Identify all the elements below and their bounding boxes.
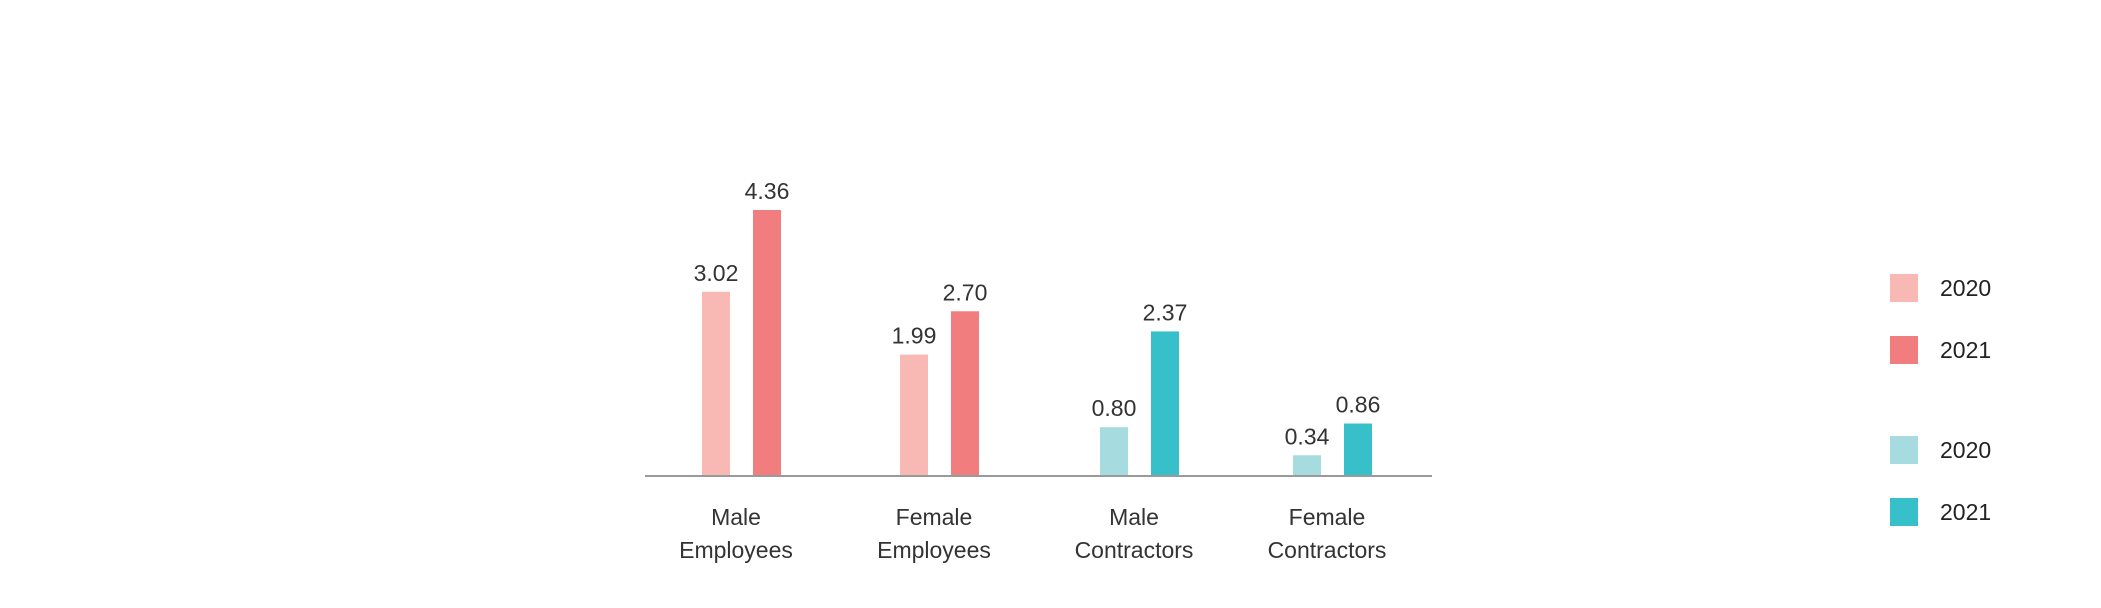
x-tick-label-female-employees: Female [896,504,973,530]
legend-swatch [1890,336,1918,364]
data-label-female-employees-2021: 2.70 [943,279,988,305]
legend-item-2021-employees: 2021 [1890,336,1991,364]
legend-label: 2021 [1940,498,1992,525]
bar-male-employees-2021 [753,210,781,476]
legend-swatch [1890,498,1918,526]
bar-female-contractors-2020 [1293,455,1321,476]
bar-male-employees-2020 [702,291,730,476]
x-tick-label-male-employees: Male [711,504,761,530]
bar-male-contractors-2021 [1151,331,1179,476]
bar-female-contractors-2021 [1344,423,1372,476]
legend: 2020 2021 2020 2021 [1890,0,2090,608]
x-tick-label-female-contractors: Female [1289,504,1366,530]
chart-canvas: 3.02 1.99 0.80 0.34 4.36 2.70 2.37 0.86 Male Empl… [645,178,1432,563]
x-tick-label-female-employees: Employees [877,537,991,563]
legend-item-2020-employees: 2020 [1890,274,1991,302]
legend-item-2020-contractors: 2020 [1890,436,1991,464]
legend-swatch [1890,274,1918,302]
x-tick-label-male-employees: Employees [679,537,793,563]
x-tick-label-male-contractors: Male [1109,504,1159,530]
legend-swatch [1890,436,1918,464]
bar-female-employees-2020 [900,354,928,476]
legend-label: 2020 [1940,274,1992,301]
data-label-female-contractors-2020: 0.34 [1285,423,1330,449]
legend-item-2021-contractors: 2021 [1890,498,1991,526]
data-label-male-employees-2021: 4.36 [745,178,790,204]
data-label-male-employees-2020: 3.02 [694,260,739,286]
legend-label: 2020 [1940,436,1992,463]
data-label-male-contractors-2021: 2.37 [1143,299,1188,325]
data-label-female-contractors-2021: 0.86 [1336,392,1381,418]
data-label-female-employees-2020: 1.99 [892,323,937,349]
bar-male-contractors-2020 [1100,427,1128,476]
x-tick-label-female-contractors: Contractors [1268,537,1387,563]
x-tick-label-male-contractors: Contractors [1075,537,1194,563]
data-label-male-contractors-2020: 0.80 [1092,395,1137,421]
legend-label: 2021 [1940,336,1992,363]
bar-female-employees-2021 [951,311,979,476]
